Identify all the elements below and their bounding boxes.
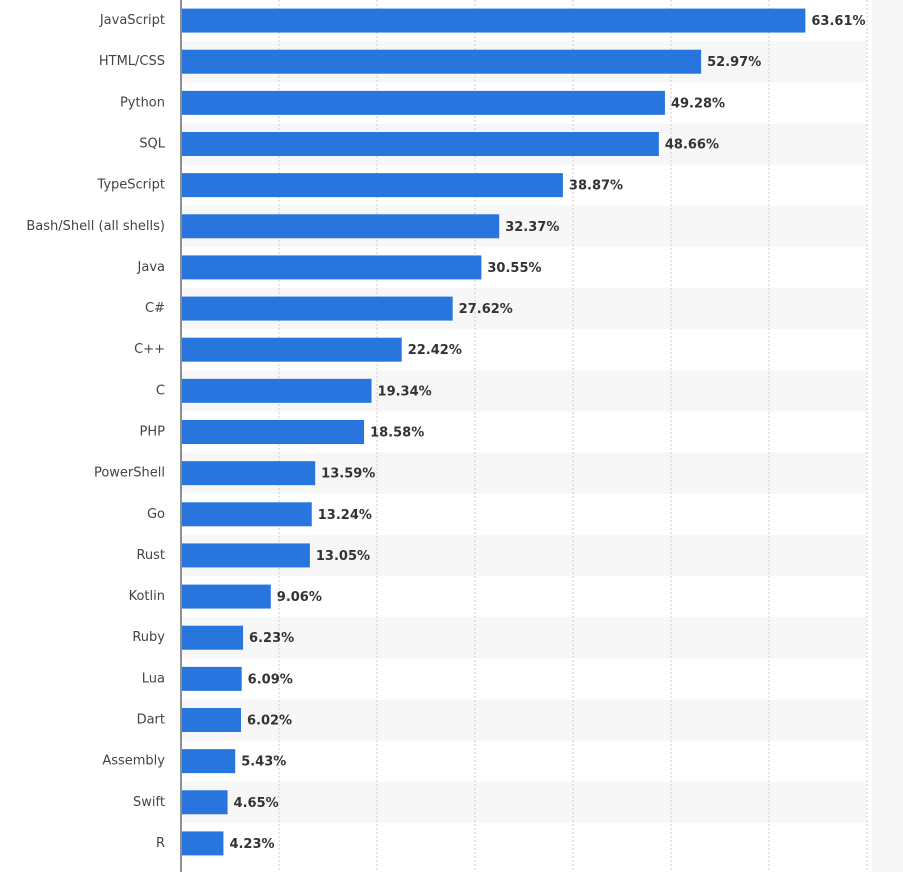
category-label: SQL (139, 137, 165, 152)
bar (182, 420, 365, 444)
category-label: Java (137, 260, 165, 275)
value-label: 30.55% (487, 261, 541, 276)
bar (182, 831, 224, 856)
bar (182, 173, 563, 198)
value-label: 19.34% (378, 384, 432, 399)
category-label: PowerShell (94, 466, 165, 481)
category-label: C++ (134, 342, 165, 357)
value-label: 4.23% (229, 837, 274, 852)
category-label: R (156, 836, 165, 851)
bar (182, 749, 236, 774)
value-label: 13.59% (321, 467, 375, 482)
category-label: Assembly (102, 754, 165, 769)
category-label: Rust (136, 548, 165, 563)
value-label: 6.09% (248, 672, 293, 687)
category-label: Swift (133, 795, 165, 810)
value-label: 52.97% (707, 55, 761, 70)
bar (182, 132, 659, 156)
edge-shade (872, 0, 903, 872)
category-label: Python (120, 95, 165, 110)
category-label: Lua (142, 671, 165, 686)
row-band (181, 699, 867, 741)
value-label: 18.58% (370, 426, 424, 441)
category-label: Dart (137, 713, 165, 728)
bar (182, 378, 372, 403)
bar (182, 214, 500, 239)
category-label: HTML/CSS (99, 54, 165, 69)
value-label: 13.24% (318, 508, 372, 523)
value-label: 27.62% (459, 302, 513, 317)
row-band (181, 781, 867, 823)
category-label: JavaScript (99, 13, 165, 28)
value-label: 9.06% (277, 590, 322, 605)
value-label: 63.61% (811, 14, 865, 29)
category-label: C (156, 383, 165, 398)
value-label: 48.66% (665, 138, 719, 153)
bar (182, 296, 453, 321)
row-band (181, 617, 867, 659)
bar (182, 90, 665, 115)
bar (182, 8, 806, 33)
value-label: 6.23% (249, 631, 294, 646)
bar (182, 461, 316, 486)
bar (182, 708, 241, 732)
value-label: 49.28% (671, 96, 725, 111)
category-label: TypeScript (96, 178, 165, 193)
value-label: 32.37% (505, 220, 559, 235)
value-label: 38.87% (569, 179, 623, 194)
category-label: PHP (140, 425, 166, 440)
value-label: 5.43% (241, 755, 286, 770)
bar (182, 790, 228, 815)
bar (182, 49, 702, 74)
category-label: Ruby (132, 630, 165, 645)
category-label: C# (145, 301, 165, 316)
bar (182, 502, 312, 527)
category-label: Go (147, 507, 165, 522)
bar (182, 584, 271, 609)
value-label: 13.05% (316, 549, 370, 564)
value-label: 22.42% (408, 343, 462, 358)
bar (182, 625, 244, 650)
bar (182, 543, 310, 568)
bar (182, 337, 402, 362)
bar (182, 666, 242, 691)
category-label: Kotlin (129, 589, 165, 604)
value-label: 4.65% (234, 796, 279, 811)
category-label: Bash/Shell (all shells) (26, 219, 165, 234)
bar (182, 255, 482, 280)
value-label: 6.02% (247, 714, 292, 729)
